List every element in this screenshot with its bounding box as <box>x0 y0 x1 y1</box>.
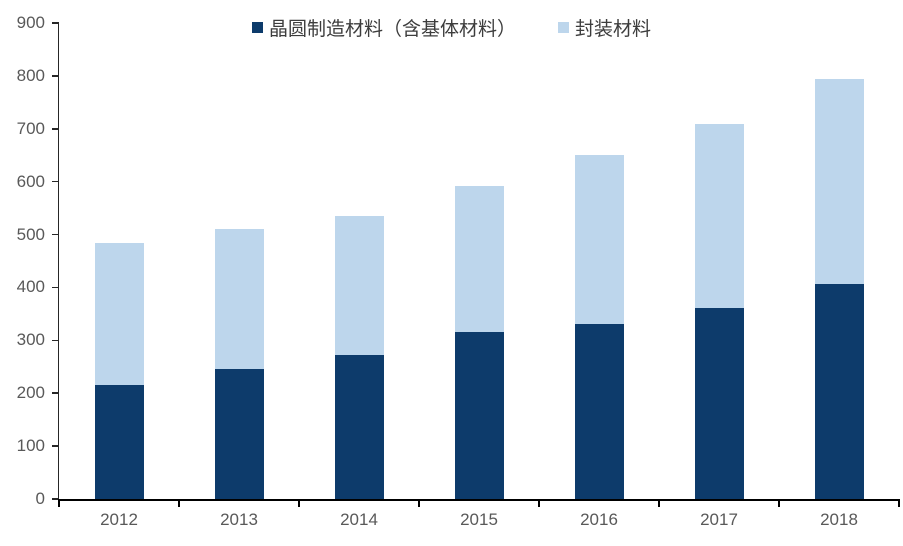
y-axis-tick <box>52 445 59 447</box>
x-axis-tick <box>658 499 660 507</box>
x-axis-tick-label: 2012 <box>100 510 138 529</box>
y-axis-tick-label: 400 <box>16 277 45 297</box>
x-axis-tick <box>418 499 420 507</box>
bar-segment-2016-series0 <box>574 324 624 499</box>
x-axis-tick-label: 2014 <box>340 510 378 529</box>
y-axis-tick-label: 900 <box>16 13 45 32</box>
bar-segment-2014-series1 <box>334 216 384 355</box>
x-axis-tick <box>58 499 60 507</box>
y-axis-tick-label: 600 <box>16 171 45 191</box>
legend-label-wafer-materials: 晶圆制造材料（含基体材料） <box>268 19 516 40</box>
x-axis-tick-label: 2015 <box>460 510 498 529</box>
y-axis-tick-label: 800 <box>16 65 45 85</box>
x-axis-tick-label: 2013 <box>220 510 258 529</box>
x-axis-tick <box>298 499 300 507</box>
bar-segment-2015-series1 <box>454 185 504 333</box>
y-axis-tick-label: 700 <box>16 118 45 138</box>
bar-segment-2018-series0 <box>814 284 864 499</box>
y-axis-tick <box>52 286 59 289</box>
bar-segment-2015-series0 <box>454 332 504 499</box>
bar-segment-2014-series0 <box>334 354 384 499</box>
bar-segment-2013-series0 <box>214 369 264 499</box>
y-axis-tick-label: 500 <box>16 224 45 244</box>
y-axis-tick <box>52 339 59 342</box>
x-axis-tick <box>778 499 780 507</box>
y-axis-tick-label: 200 <box>16 383 45 403</box>
legend-item-wafer-materials: 晶圆制造材料（含基体材料） <box>251 14 516 41</box>
y-axis-tick <box>52 22 59 24</box>
legend: 晶圆制造材料（含基体材料） 封装材料 <box>0 14 903 41</box>
y-axis-tick <box>52 498 59 500</box>
bar-segment-2013-series1 <box>214 229 264 370</box>
plot-area: 0 100 200 300 400 500 600 700 800 900 2012 2013 2014… <box>17 13 900 529</box>
y-axis-tick <box>52 128 59 130</box>
bar-segment-2018-series1 <box>814 78 864 285</box>
bar-segment-2017-series1 <box>694 124 744 308</box>
bar-segment-2017-series0 <box>694 307 744 499</box>
y-axis-tick-label: 100 <box>16 436 45 456</box>
x-axis-tick <box>538 499 540 507</box>
legend-item-packaging-materials: 封装材料 <box>558 14 651 41</box>
legend-swatch-packaging-materials <box>558 22 569 33</box>
x-axis-tick <box>898 499 900 507</box>
y-axis-tick <box>52 180 59 183</box>
y-axis-tick <box>52 233 59 236</box>
x-axis-tick <box>178 499 180 507</box>
y-axis-tick <box>52 75 59 77</box>
y-axis-tick-label: 300 <box>16 330 45 350</box>
y-axis-tick <box>52 392 59 394</box>
legend-swatch-wafer-materials <box>251 22 263 33</box>
x-axis-tick-label: 2018 <box>820 510 858 529</box>
bar-segment-2012-series0 <box>94 385 144 499</box>
x-axis-tick-label: 2017 <box>700 510 738 529</box>
x-axis-tick-label: 2016 <box>580 510 618 529</box>
bar-segment-2016-series1 <box>574 155 624 325</box>
y-axis-tick-label: 0 <box>35 489 45 508</box>
legend-label-packaging-materials: 封装材料 <box>575 19 652 40</box>
bar-segment-2012-series1 <box>94 242 144 386</box>
